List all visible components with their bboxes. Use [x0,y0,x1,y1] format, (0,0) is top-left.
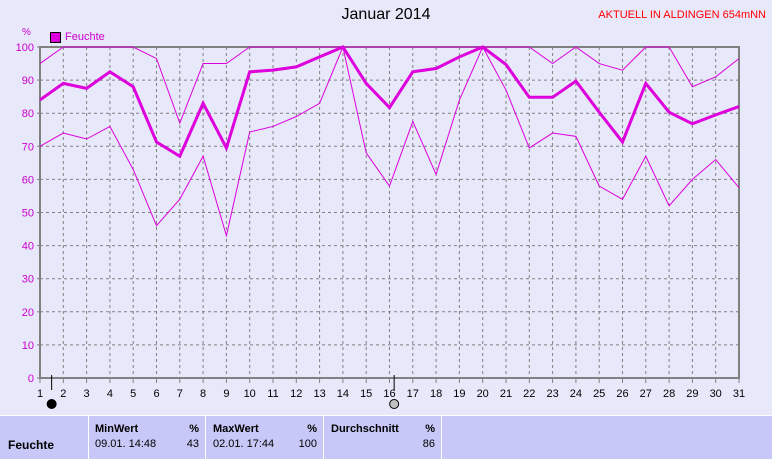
max-value: 100 [299,438,317,450]
y-tick-label: 80 [22,108,34,120]
x-tick-label: 1 [37,388,43,400]
x-tick-label: 31 [733,388,745,400]
series-line-min [40,47,739,236]
x-tick-label: 2 [60,388,66,400]
stats-table: Feuchte MinWert % 09.01. 14:48 43 MaxWer… [0,415,772,459]
x-tick-label: 10 [244,388,256,400]
x-tick-label: 23 [546,388,558,400]
x-tick-label: 11 [267,388,278,400]
avg-header: Durchschnitt [331,423,399,435]
x-tick-label: 4 [107,388,113,400]
x-tick-label: 3 [84,388,90,400]
y-tick-label: 30 [22,274,34,286]
empty-cell [441,416,772,459]
y-tick-label: 100 [16,42,34,54]
avg-cell: Durchschnitt % 86 [323,416,441,459]
x-tick-label: 6 [153,388,159,400]
max-header: MaxWert [213,423,259,435]
min-time: 09.01. 14:48 [95,438,156,450]
max-time: 02.01. 17:44 [213,438,274,450]
y-tick-label: 0 [28,373,34,385]
min-header: MinWert [95,423,138,435]
x-tick-label: 21 [500,388,512,400]
x-tick-label: 17 [407,388,419,400]
max-unit: % [307,423,317,435]
x-tick-label: 7 [177,388,183,400]
x-tick-label: 14 [337,388,349,400]
x-tick-label: 22 [523,388,535,400]
min-cell: MinWert % 09.01. 14:48 43 [88,416,205,459]
y-tick-label: 70 [22,141,34,153]
x-tick-label: 28 [663,388,675,400]
y-tick-label: 40 [22,241,34,253]
y-axis-unit: % [22,27,31,38]
x-tick-label: 29 [686,388,698,400]
row-label: Feuchte [8,438,54,452]
x-tick-label: 5 [130,388,136,400]
y-tick-label: 20 [22,307,34,319]
min-value: 43 [187,438,199,450]
y-tick-label: 60 [22,174,34,186]
station-label: AKTUELL IN ALDINGEN 654mNN [598,9,766,21]
x-tick-label: 19 [453,388,465,400]
new-moon-icon [47,400,56,409]
x-tick-label: 18 [430,388,442,400]
y-tick-label: 90 [22,75,34,87]
x-tick-label: 26 [616,388,628,400]
x-tick-label: 27 [640,388,652,400]
legend: Feuchte [50,31,105,43]
x-tick-label: 13 [313,388,325,400]
x-tick-label: 15 [360,388,372,400]
x-tick-label: 9 [223,388,229,400]
legend-label: Feuchte [65,31,105,43]
x-tick-label: 24 [570,388,582,400]
x-tick-label: 30 [710,388,722,400]
legend-swatch [50,32,61,43]
x-tick-label: 25 [593,388,605,400]
min-unit: % [189,423,199,435]
x-tick-label: 12 [290,388,302,400]
avg-value: 86 [423,438,435,450]
avg-unit: % [425,423,435,435]
x-tick-label: 8 [200,388,206,400]
max-cell: MaxWert % 02.01. 17:44 100 [205,416,323,459]
full-moon-icon [390,400,399,409]
y-tick-label: 10 [22,340,34,352]
x-tick-label: 20 [477,388,489,400]
y-tick-label: 50 [22,208,34,220]
